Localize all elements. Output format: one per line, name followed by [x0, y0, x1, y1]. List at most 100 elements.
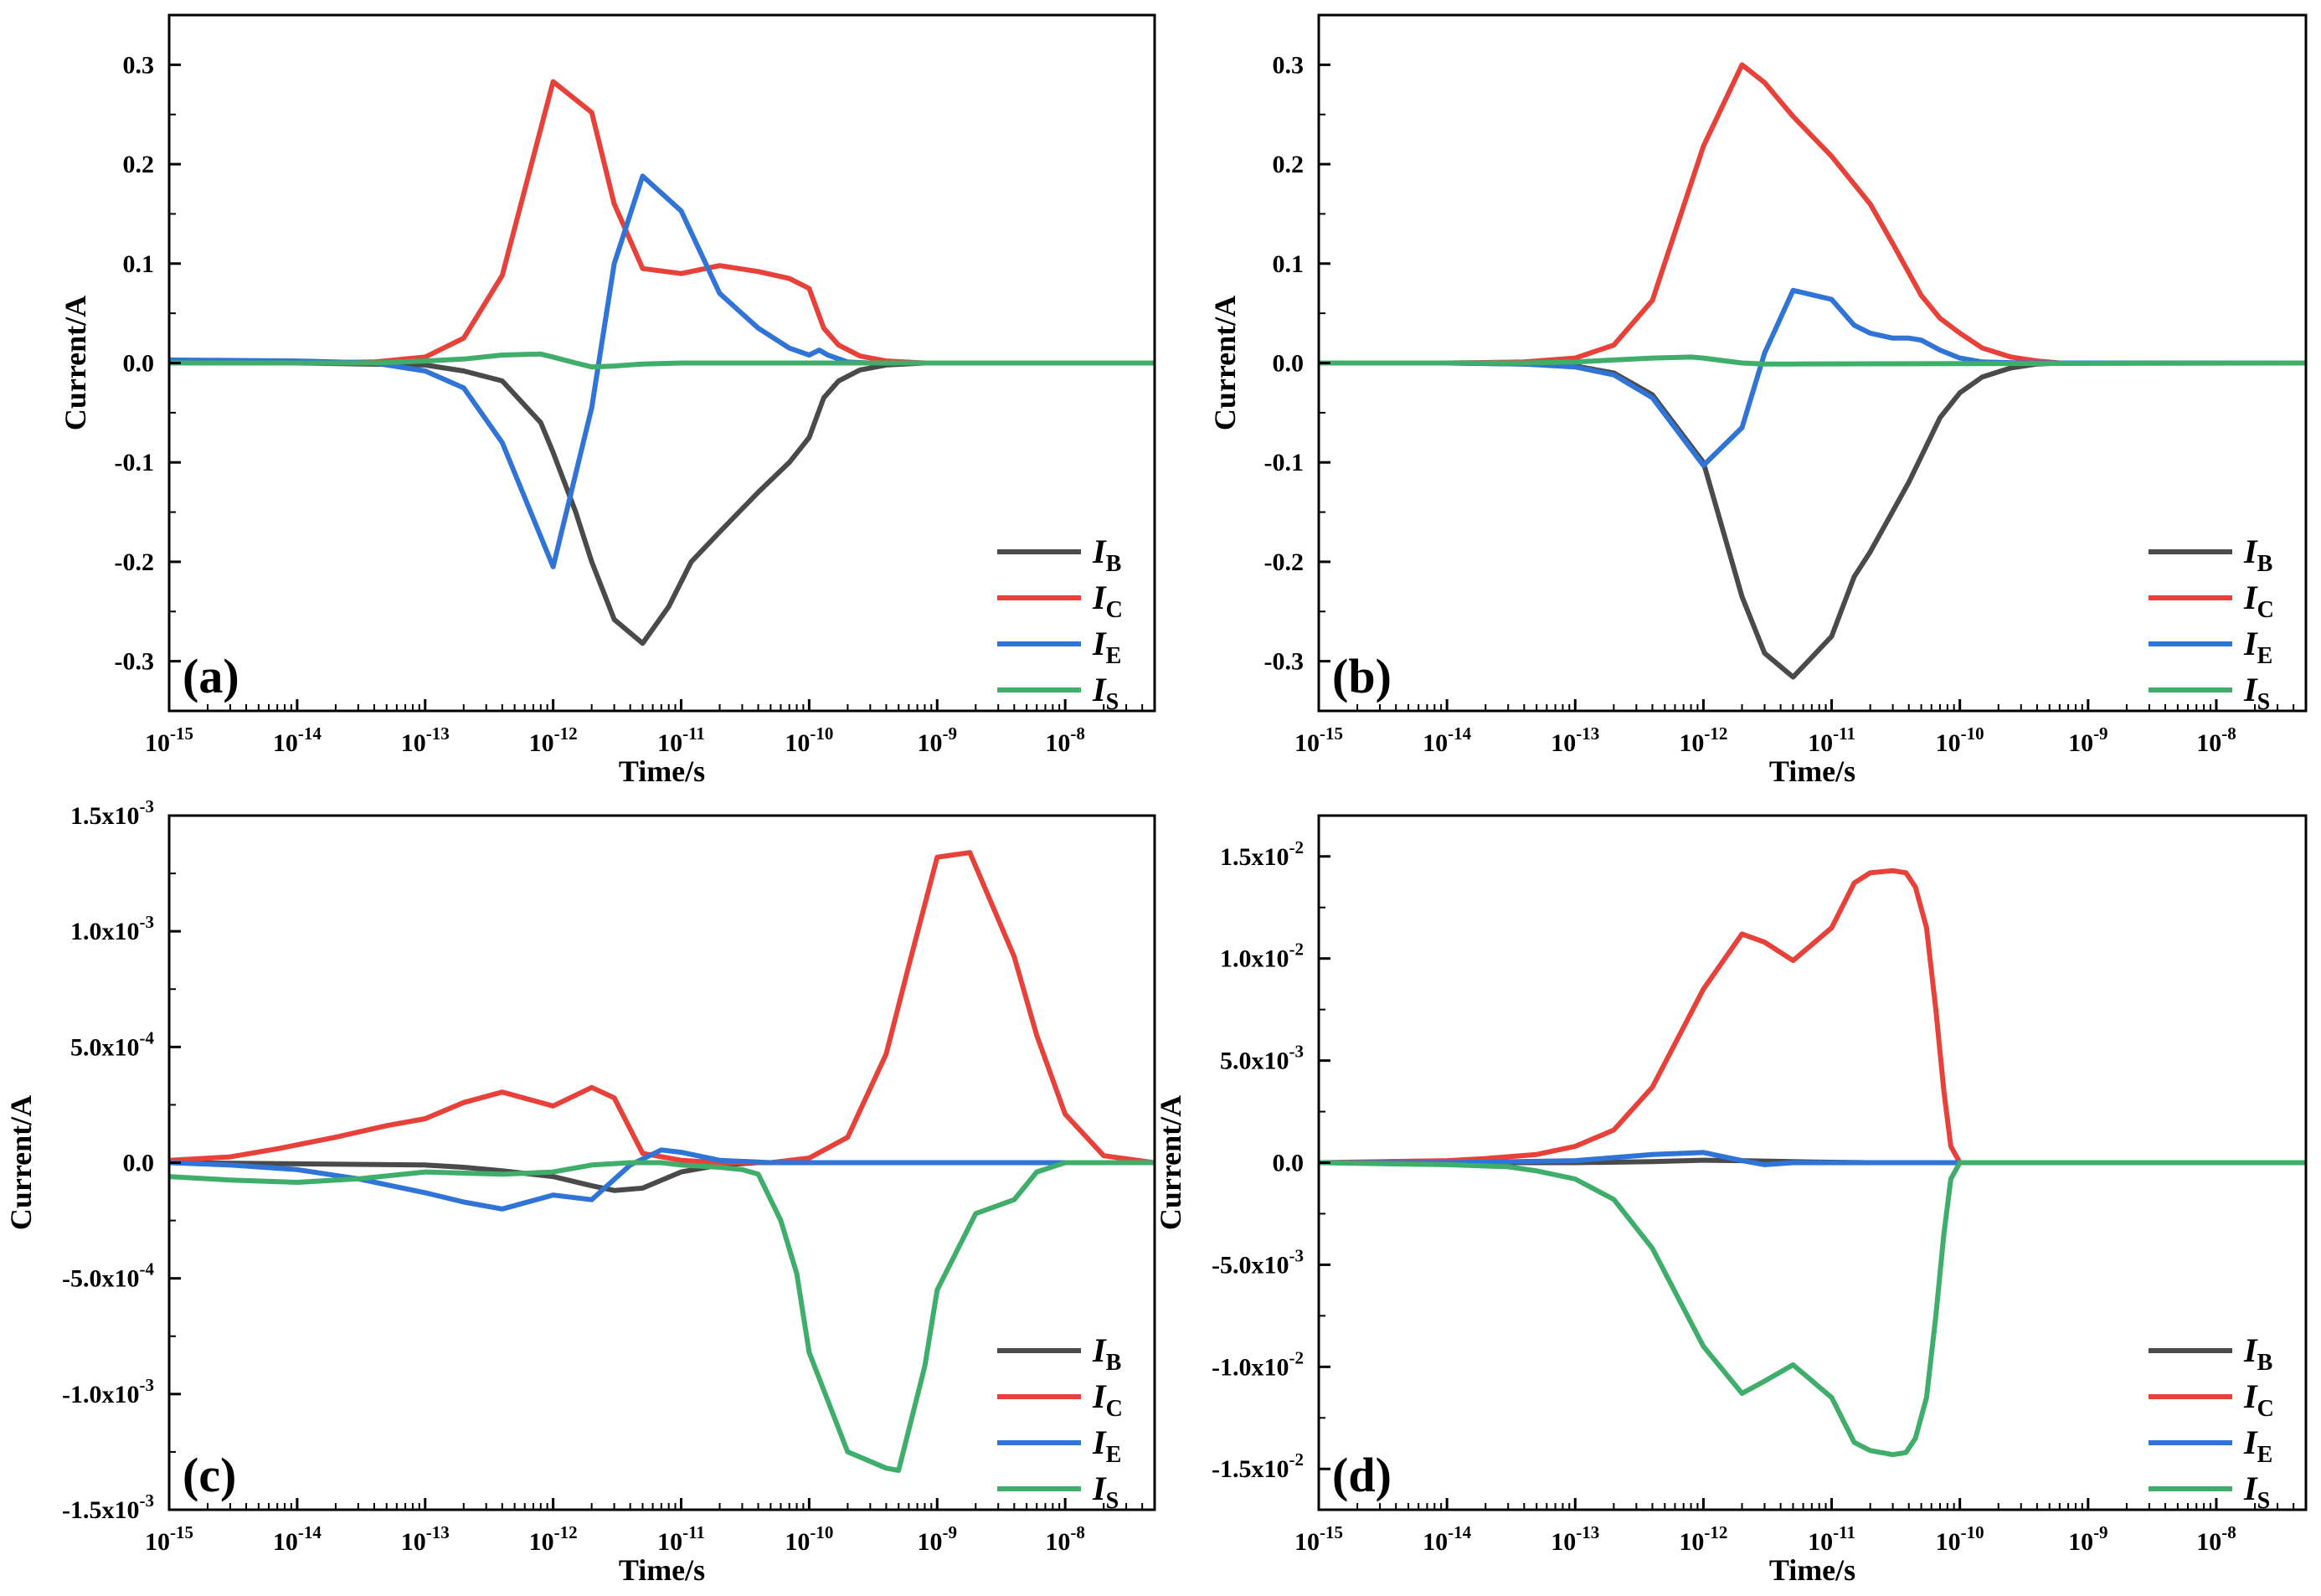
legend-label-is: IS [1092, 671, 1119, 715]
series-line-ic [169, 79, 1155, 366]
panel-d: 10-15 10-14 10-13 10-12 10-11 10-10 10-9 10-8 -1… [1154, 814, 2308, 1587]
x-tick-label: 10-13 [1551, 1522, 1599, 1556]
panel-label: (c) [183, 1448, 236, 1502]
series-line-ie [1319, 287, 2306, 468]
y-tick-label: 0.1 [123, 250, 155, 278]
x-tick-label: 10-9 [2068, 723, 2108, 757]
series-line-ib [1319, 360, 2306, 680]
panel-label: (b) [1332, 649, 1392, 703]
x-tick-label: 10-14 [1423, 723, 1471, 757]
y-tick-label: -0.1 [115, 449, 155, 476]
series-line-ic [1319, 62, 2306, 366]
series-line-is [1319, 354, 2306, 367]
y-tick-label: 1.5x10-3 [70, 796, 154, 830]
series-line-ic [169, 850, 1155, 1166]
x-tick-label: 10-8 [1045, 1522, 1085, 1556]
y-tick-label: 0.0 [123, 1150, 155, 1177]
series-line-ie [169, 173, 1155, 569]
y-tick-label: 5.0x10-3 [1220, 1042, 1304, 1075]
series-line-ib [169, 1160, 1155, 1193]
y-tick-label: 0.1 [1273, 250, 1305, 278]
legend-label-ib: IB [2243, 533, 2272, 577]
y-tick-label: 0.0 [123, 350, 155, 378]
legend-label-is: IS [2243, 671, 2270, 715]
y-axis-label: Current/A [1208, 296, 1242, 430]
x-tick-label: 10-11 [657, 1522, 705, 1556]
x-tick-label: 10-12 [529, 723, 578, 757]
x-tick-label: 10-8 [1045, 723, 1085, 757]
x-tick-label: 10-15 [145, 723, 193, 757]
legend-label-ie: IE [2243, 625, 2272, 669]
x-tick-label: 10-10 [1936, 1522, 1984, 1556]
series-line-is [1319, 1160, 2306, 1458]
legend-label-ie: IE [2243, 1424, 2272, 1468]
x-tick-label: 10-9 [918, 1522, 958, 1556]
x-tick-label: 10-11 [1808, 723, 1855, 757]
y-tick-label: -0.1 [1264, 449, 1305, 476]
x-axis-label: Time/s [619, 754, 705, 788]
legend-label-ib: IB [1092, 1331, 1121, 1376]
y-tick-label: -0.3 [115, 648, 155, 676]
legend-label-ic: IC [1092, 1377, 1123, 1422]
x-tick-label: 10-8 [2196, 723, 2236, 757]
y-tick-label: 1.5x10-2 [1220, 837, 1304, 871]
legend-label-is: IS [1092, 1470, 1119, 1514]
panel-c: 10-15 10-14 10-13 10-12 10-11 10-10 10-9 10-8 -1… [4, 796, 1156, 1587]
x-tick-label: 10-12 [1679, 1522, 1727, 1556]
x-tick-label: 10-11 [657, 723, 705, 757]
y-tick-label: 0.0 [1273, 350, 1305, 378]
legend-label-is: IS [2243, 1470, 2270, 1514]
y-tick-label: 0.3 [1273, 51, 1305, 79]
x-tick-label: 10-8 [2196, 1522, 2236, 1556]
series-line-is [169, 351, 1155, 370]
panel-b: 10-15 10-14 10-13 10-12 10-11 10-10 10-9 10-8 -0… [1208, 13, 2308, 788]
x-tick-label: 10-11 [1808, 1522, 1855, 1556]
y-tick-label: -5.0x10-3 [1212, 1245, 1304, 1279]
y-tick-label: -1.0x10-2 [1212, 1347, 1304, 1381]
series-line-ie [1319, 1150, 2306, 1167]
y-tick-label: 1.0x10-3 [70, 912, 154, 945]
legend-label-ic: IC [2243, 579, 2274, 623]
y-tick-label: -0.2 [115, 548, 155, 576]
x-axis-label: Time/s [1769, 754, 1855, 788]
x-tick-label: 10-15 [1294, 1522, 1343, 1556]
panel-label: (d) [1332, 1448, 1392, 1502]
y-tick-label: -5.0x10-4 [62, 1259, 154, 1293]
x-tick-label: 10-12 [1679, 723, 1727, 757]
y-tick-label: -1.5x10-2 [1212, 1449, 1304, 1483]
y-axis-label: Current/A [1154, 1095, 1187, 1230]
legend-label-ib: IB [2243, 1331, 2272, 1376]
legend-label-ie: IE [1092, 1424, 1121, 1468]
y-tick-label: 0.0 [1273, 1150, 1305, 1177]
x-tick-label: 10-10 [785, 723, 833, 757]
x-tick-label: 10-14 [273, 723, 322, 757]
x-tick-label: 10-9 [918, 723, 958, 757]
y-tick-label: -0.3 [1264, 648, 1305, 676]
y-tick-label: -1.0x10-3 [62, 1375, 154, 1408]
y-axis-label: Current/A [59, 296, 92, 430]
y-tick-label: -0.2 [1264, 548, 1305, 576]
y-tick-label: 0.2 [123, 151, 155, 178]
x-tick-label: 10-13 [401, 1522, 450, 1556]
legend-label-ie: IE [1092, 625, 1121, 669]
y-tick-label: 1.0x10-2 [1220, 940, 1304, 973]
x-tick-label: 10-10 [785, 1522, 833, 1556]
series-line-ie [169, 1147, 1155, 1212]
legend-label-ic: IC [1092, 579, 1123, 623]
legend-label-ib: IB [1092, 533, 1121, 577]
x-tick-label: 10-12 [529, 1522, 578, 1556]
series-line-is [169, 1160, 1155, 1473]
y-axis-label: Current/A [4, 1095, 38, 1230]
y-tick-label: 0.2 [1273, 151, 1305, 178]
y-tick-label: 0.3 [123, 51, 155, 79]
x-tick-label: 10-13 [401, 723, 450, 757]
x-tick-label: 10-10 [1936, 723, 1984, 757]
legend-label-ic: IC [2243, 1377, 2274, 1422]
x-tick-label: 10-15 [145, 1522, 193, 1556]
panel-label: (a) [183, 649, 239, 703]
panel-a: 10-15 10-14 10-13 10-12 10-11 10-10 10-9 10-8 -0… [59, 13, 1156, 788]
x-axis-label: Time/s [619, 1553, 705, 1587]
x-tick-label: 10-13 [1551, 723, 1599, 757]
series-line-ic [1319, 868, 2306, 1166]
